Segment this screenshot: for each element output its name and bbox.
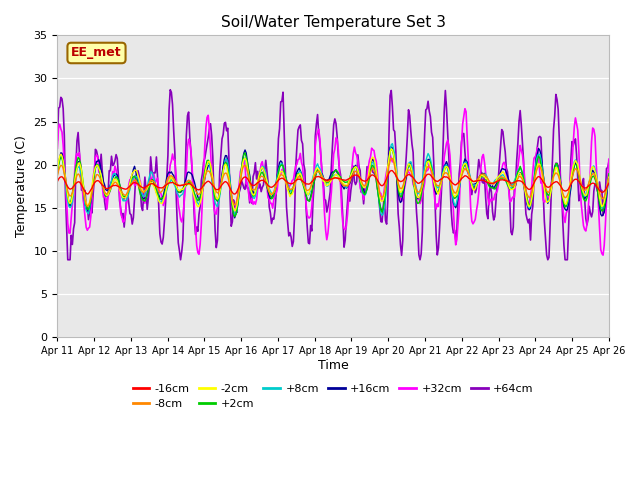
+64cm bbox=[289, 243, 296, 249]
-16cm bbox=[557, 183, 564, 189]
-16cm bbox=[225, 183, 233, 189]
+64cm bbox=[391, 129, 399, 134]
+64cm bbox=[461, 149, 468, 155]
+16cm bbox=[391, 156, 399, 161]
-16cm bbox=[54, 179, 61, 184]
-8cm bbox=[391, 164, 399, 169]
+32cm bbox=[388, 159, 396, 165]
+32cm bbox=[225, 176, 233, 182]
-8cm bbox=[226, 185, 234, 191]
-8cm bbox=[557, 180, 564, 186]
-16cm bbox=[391, 170, 399, 176]
-8cm bbox=[387, 156, 395, 161]
+8cm bbox=[225, 167, 233, 172]
+2cm bbox=[461, 162, 468, 168]
Legend: -16cm, -8cm, -2cm, +2cm, +8cm, +16cm, +32cm, +64cm: -16cm, -8cm, -2cm, +2cm, +8cm, +16cm, +3… bbox=[128, 379, 538, 414]
-2cm bbox=[557, 182, 564, 188]
+8cm bbox=[378, 213, 386, 218]
+2cm bbox=[225, 174, 233, 180]
+16cm bbox=[605, 174, 612, 180]
+16cm bbox=[364, 183, 371, 189]
Line: +64cm: +64cm bbox=[58, 90, 609, 260]
+16cm bbox=[461, 156, 468, 162]
+64cm bbox=[557, 176, 564, 182]
-2cm bbox=[287, 192, 295, 197]
-16cm bbox=[364, 178, 371, 183]
+2cm bbox=[605, 171, 612, 177]
+16cm bbox=[225, 167, 233, 172]
+64cm bbox=[166, 87, 174, 93]
-2cm bbox=[461, 161, 468, 167]
-8cm bbox=[83, 204, 91, 209]
+32cm bbox=[556, 166, 563, 171]
+8cm bbox=[557, 180, 564, 185]
-8cm bbox=[54, 173, 61, 179]
-8cm bbox=[461, 166, 468, 171]
Y-axis label: Temperature (C): Temperature (C) bbox=[15, 135, 28, 237]
+8cm bbox=[605, 173, 612, 179]
Text: EE_met: EE_met bbox=[71, 47, 122, 60]
-16cm bbox=[605, 180, 612, 186]
+64cm bbox=[227, 223, 235, 229]
Line: -16cm: -16cm bbox=[58, 170, 609, 194]
+64cm bbox=[605, 159, 612, 165]
-2cm bbox=[391, 158, 399, 164]
+2cm bbox=[364, 186, 371, 192]
+16cm bbox=[287, 191, 295, 197]
Line: -2cm: -2cm bbox=[58, 149, 609, 211]
-2cm bbox=[231, 208, 239, 214]
X-axis label: Time: Time bbox=[317, 359, 349, 372]
Line: +16cm: +16cm bbox=[58, 147, 609, 218]
+2cm bbox=[54, 171, 61, 177]
+32cm bbox=[459, 121, 467, 127]
+64cm bbox=[54, 137, 61, 143]
Line: +8cm: +8cm bbox=[58, 144, 609, 216]
Title: Soil/Water Temperature Set 3: Soil/Water Temperature Set 3 bbox=[221, 15, 445, 30]
-2cm bbox=[225, 175, 233, 181]
+2cm bbox=[287, 191, 295, 197]
+32cm bbox=[362, 186, 370, 192]
Line: +32cm: +32cm bbox=[58, 108, 609, 255]
+2cm bbox=[387, 146, 395, 152]
-2cm bbox=[387, 146, 395, 152]
+8cm bbox=[388, 141, 396, 146]
+16cm bbox=[231, 215, 239, 221]
+64cm bbox=[364, 175, 372, 181]
+16cm bbox=[387, 144, 395, 150]
-16cm bbox=[287, 181, 295, 187]
+32cm bbox=[54, 145, 61, 151]
+32cm bbox=[605, 156, 612, 162]
+64cm bbox=[64, 257, 72, 263]
+8cm bbox=[461, 160, 468, 166]
+8cm bbox=[362, 191, 370, 197]
+2cm bbox=[391, 159, 399, 165]
+2cm bbox=[557, 180, 564, 185]
+8cm bbox=[391, 151, 399, 157]
+32cm bbox=[599, 252, 607, 258]
-2cm bbox=[54, 168, 61, 173]
-16cm bbox=[461, 173, 468, 179]
-8cm bbox=[287, 187, 295, 192]
+8cm bbox=[286, 187, 294, 192]
+16cm bbox=[557, 179, 564, 185]
-16cm bbox=[387, 168, 395, 173]
+32cm bbox=[461, 106, 468, 111]
-2cm bbox=[364, 179, 371, 184]
+32cm bbox=[286, 182, 294, 188]
+16cm bbox=[54, 169, 61, 175]
-16cm bbox=[231, 191, 239, 197]
+2cm bbox=[231, 214, 239, 219]
-8cm bbox=[605, 176, 612, 181]
+8cm bbox=[54, 170, 61, 176]
Line: -8cm: -8cm bbox=[58, 158, 609, 206]
-2cm bbox=[605, 174, 612, 180]
-8cm bbox=[364, 180, 371, 185]
Line: +2cm: +2cm bbox=[58, 149, 609, 216]
